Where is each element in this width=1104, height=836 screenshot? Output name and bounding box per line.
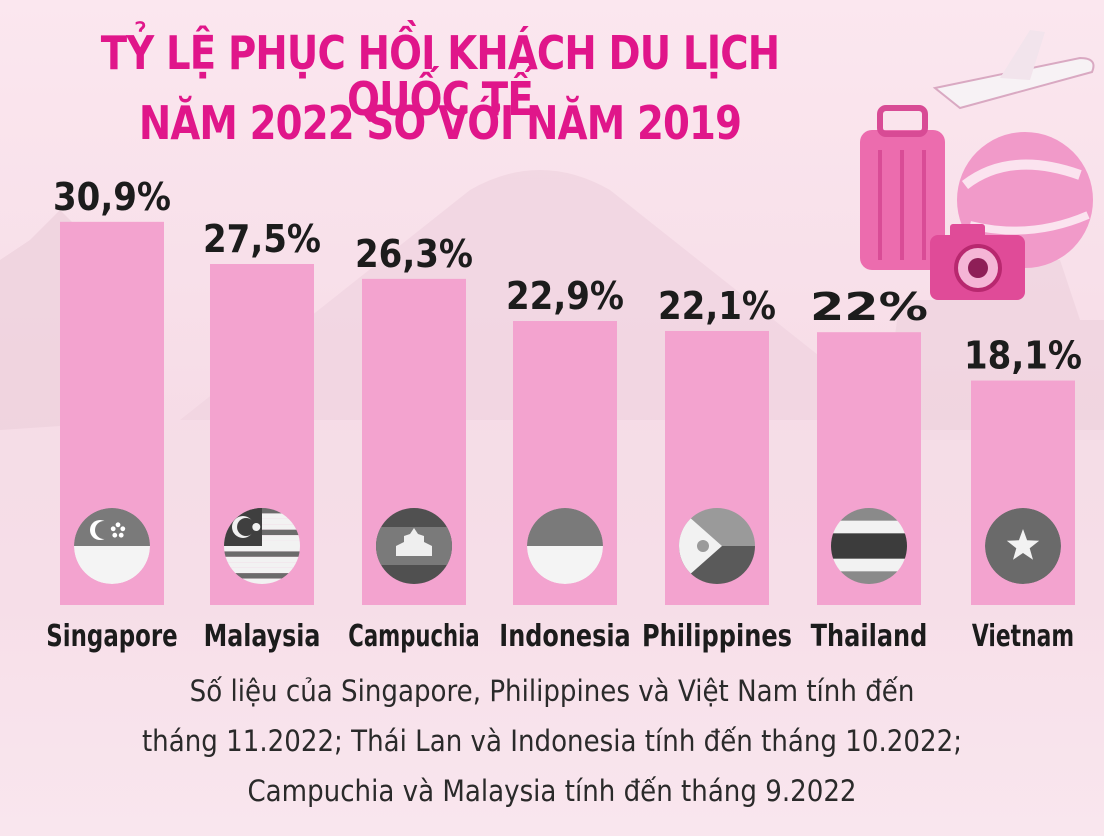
category-label-indonesia: Indonesia — [499, 619, 630, 654]
value-label-indonesia: 22,9% — [506, 274, 624, 318]
footnote-line-1: Số liệu của Singapore, Philippines và Vi… — [189, 674, 915, 708]
value-label-singapore: 30,9% — [53, 175, 171, 219]
camera-icon — [930, 224, 1025, 300]
value-label-thailand: 22% — [810, 285, 928, 329]
category-label-thailand: Thailand — [811, 619, 928, 654]
chart-title-line-2: NĂM 2022 SO VỚI NĂM 2019 — [138, 96, 742, 150]
airplane-icon — [932, 30, 1095, 110]
value-label-vietnam: 18,1% — [964, 334, 1082, 378]
thailand-flag-icon — [831, 508, 907, 584]
footnote-line-2: tháng 11.2022; Thái Lan và Indonesia tín… — [141, 724, 963, 758]
chart-title-line-1: TỶ LỆ PHỤC HỒI KHÁCH DU LỊCH QUỐC TẾ — [100, 26, 780, 126]
indonesia-flag-icon — [527, 508, 603, 584]
suitcase-icon — [860, 105, 945, 270]
vietnam-flag-icon — [985, 508, 1061, 584]
singapore-flag-icon — [74, 508, 150, 584]
category-label-malaysia: Malaysia — [204, 619, 321, 654]
category-label-singapore: Singapore — [46, 619, 177, 654]
category-label-vietnam: Vietnam — [972, 619, 1074, 654]
footnote-line-3: Campuchia và Malaysia tính đến tháng 9.2… — [247, 774, 857, 808]
value-label-campuchia: 26,3% — [355, 232, 473, 276]
malaysia-flag-icon — [224, 508, 300, 584]
value-label-malaysia: 27,5% — [203, 217, 321, 261]
category-label-campuchia: Campuchia — [348, 619, 479, 654]
category-label-philippines: Philippines — [642, 619, 792, 654]
cambodia-flag-icon — [376, 508, 452, 584]
value-label-philippines: 22,1% — [658, 284, 776, 328]
philippines-flag-icon — [679, 508, 755, 584]
